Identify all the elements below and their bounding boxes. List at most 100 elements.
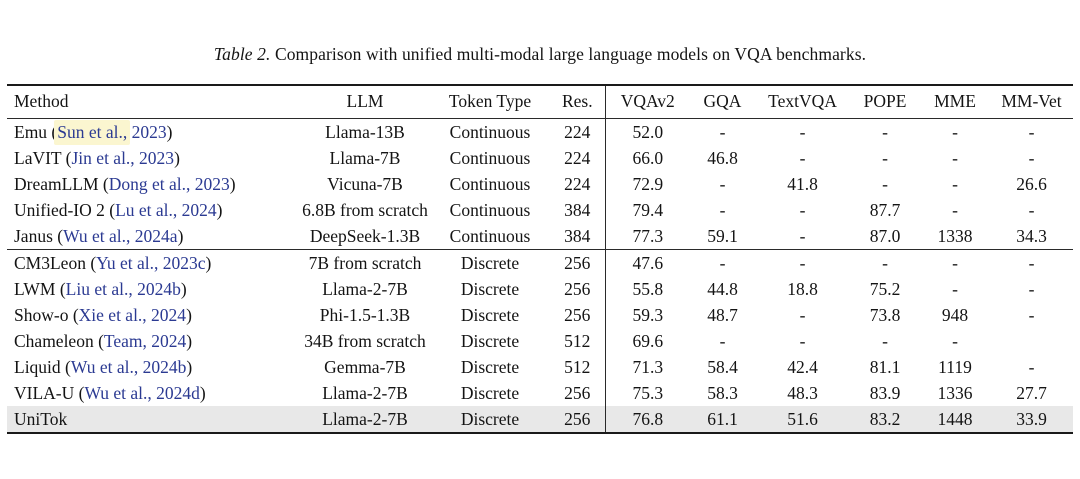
token-type-cell: Continuous [449, 225, 531, 246]
vqav2-cell: 77.3 [632, 225, 664, 246]
method-cell: Liquid (Wu et al., 2024b) [7, 354, 300, 380]
token-type-cell: Discrete [460, 304, 520, 325]
citation-link[interactable]: Wu et al., 2024d [84, 382, 200, 403]
gqa-cell: 58.4 [707, 356, 738, 377]
method-name-suffix: ) [186, 304, 192, 325]
gqa-cell: - [719, 199, 726, 220]
citation-link[interactable]: Dong et al., 2023 [108, 173, 230, 194]
method-name-suffix: ) [216, 199, 223, 220]
col-header-token-type: Token Type [430, 85, 550, 119]
token-type-cell: Continuous [449, 121, 531, 142]
col-header-method: Method [7, 85, 300, 119]
mme-cell: - [952, 278, 958, 299]
vqav2-cell: 66.0 [632, 147, 664, 168]
method-name-suffix: ) [186, 356, 193, 377]
res-cell: 512 [550, 327, 606, 354]
pope-cell: 83.9 [869, 382, 901, 403]
textvqa-cell: - [799, 121, 806, 142]
mmvet-cell: - [1028, 121, 1035, 142]
pope-cell: 73.8 [869, 304, 901, 325]
mmvet-cell: - [990, 248, 1073, 276]
res-cell: 256 [550, 248, 606, 276]
vqav2-cell: 76.8 [632, 408, 664, 429]
llm-cell: 34B from scratch [304, 330, 426, 351]
token-type-cell: Discrete [430, 248, 550, 276]
method-name: Emu ( [14, 121, 58, 142]
res-cell: 224 [550, 144, 606, 171]
token-type-cell: Discrete [460, 382, 520, 403]
mmvet-cell: 27.7 [1016, 382, 1047, 403]
pope-cell: - [882, 121, 888, 142]
pope-cell: - [850, 248, 920, 276]
token-type-cell: Continuous [449, 199, 531, 220]
method-name: Chameleon ( [14, 330, 104, 351]
col-header-gqa: GQA [690, 85, 755, 119]
table-row: UniTok Llama-2-7B Discrete 256 76.8 61.1 51.6 8… [7, 405, 1073, 433]
gqa-cell: 48.7 [707, 304, 738, 325]
vqav2-cell: 69.6 [632, 330, 664, 351]
method-name: Unified-IO 2 ( [14, 199, 116, 220]
mme-cell: 1336 [937, 382, 973, 403]
mme-cell: - [952, 330, 958, 351]
method-cell: UniTok [7, 406, 300, 433]
textvqa-cell: 48.3 [787, 382, 818, 403]
search-highlight: Sun et al., [54, 119, 131, 145]
citation-link[interactable]: Jin et al., 2023 [71, 147, 175, 168]
llm-cell: 7B from scratch [300, 248, 430, 276]
res-cell: 256 [550, 405, 606, 433]
method-name-suffix: ) [166, 121, 173, 142]
gqa-cell: - [719, 173, 726, 194]
mmvet-cell: 26.6 [1016, 173, 1047, 194]
textvqa-cell: 41.8 [787, 173, 818, 194]
paper-page: Table 2. Comparison with unified multi-m… [0, 44, 1080, 434]
res-cell: 256 [550, 379, 606, 406]
res-cell: 256 [550, 301, 606, 328]
gqa-cell: 61.1 [707, 408, 738, 429]
col-header-res: Res. [550, 85, 606, 119]
pope-cell: 87.0 [869, 225, 901, 246]
gqa-cell: - [719, 121, 726, 142]
textvqa-cell: 51.6 [787, 408, 818, 429]
method-name: LWM ( [14, 278, 66, 299]
vqav2-cell: 72.9 [632, 173, 664, 194]
llm-cell: Llama-7B [329, 147, 401, 168]
citation-link[interactable]: Team, 2024 [103, 330, 187, 351]
textvqa-cell: - [799, 330, 806, 351]
token-type-cell: Continuous [449, 147, 531, 168]
citation-link[interactable]: Liu et al., 2024b [65, 278, 181, 299]
pope-cell: 75.2 [869, 278, 901, 299]
col-header-textvqa: TextVQA [755, 85, 850, 119]
method-cell: Chameleon (Team, 2024) [7, 328, 300, 354]
citation-link[interactable]: Sun et al., 2023 [54, 119, 167, 145]
res-cell: 256 [550, 275, 606, 302]
method-name: CM3Leon ( [14, 252, 97, 273]
method-cell: Janus (Wu et al., 2024a) [7, 223, 300, 250]
table-row: Unified-IO 2 (Lu et al., 2024) 6.8B from … [7, 196, 1073, 223]
citation-link[interactable]: Yu et al., 2023c [96, 252, 206, 273]
citation-link[interactable]: Wu et al., 2024a [63, 225, 178, 246]
res-cell: 384 [550, 222, 606, 249]
method-cell: DreamLLM (Dong et al., 2023) [7, 171, 300, 197]
vqav2-cell: 52.0 [632, 121, 664, 142]
mme-cell: 948 [941, 304, 969, 325]
vqav2-cell: 71.3 [632, 356, 664, 377]
pope-cell: 81.1 [869, 356, 901, 377]
mmvet-cell [990, 328, 1073, 354]
token-type-cell: Discrete [460, 356, 520, 377]
textvqa-cell: 18.8 [787, 278, 818, 299]
method-name-suffix: ) [199, 382, 206, 403]
vqav2-cell: 59.3 [632, 304, 664, 325]
method-cell: Emu (Sun et al., 2023) [7, 118, 300, 145]
mme-cell: 1119 [938, 356, 972, 377]
llm-cell: Gemma-7B [324, 356, 406, 377]
citation-link[interactable]: Lu et al., 2024 [115, 199, 217, 220]
mme-cell: - [952, 199, 958, 220]
vqav2-cell: 79.4 [632, 199, 664, 220]
textvqa-cell: - [799, 304, 806, 325]
method-name: VILA-U ( [14, 382, 85, 403]
mmvet-cell: 33.9 [1016, 408, 1047, 429]
llm-cell: Vicuna-7B [327, 173, 403, 194]
citation-link[interactable]: Xie et al., 2024 [78, 304, 187, 325]
citation-link[interactable]: Wu et al., 2024b [70, 356, 187, 377]
method-name-suffix: ) [229, 173, 236, 194]
